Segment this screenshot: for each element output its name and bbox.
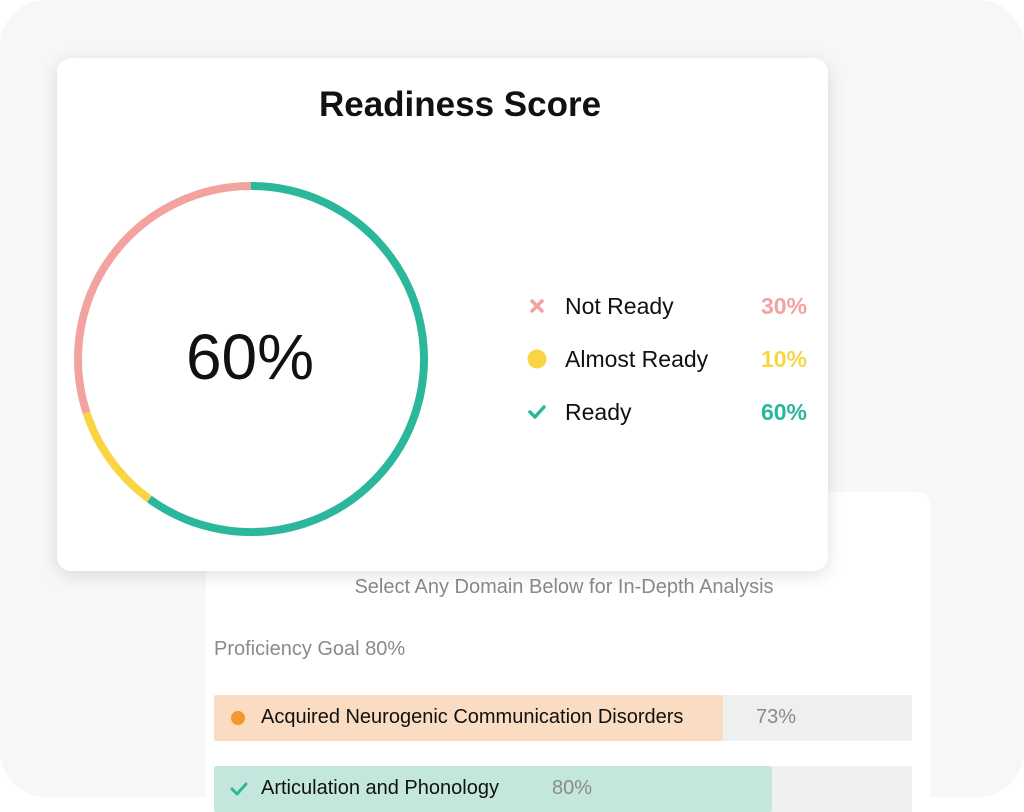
- x-icon: [527, 296, 547, 316]
- domain-label: Articulation and Phonology: [261, 777, 499, 799]
- legend-item-ready: Ready 60%: [527, 394, 817, 430]
- legend-item-not-ready: Not Ready 30%: [527, 288, 817, 324]
- domain-row-acquired-neurogenic[interactable]: Acquired Neurogenic Communication Disord…: [214, 695, 912, 741]
- domain-row-articulation-phonology[interactable]: Articulation and Phonology 80%: [214, 766, 912, 812]
- legend-value: 10%: [760, 346, 807, 372]
- donut-segment-not-ready: [74, 182, 252, 414]
- check-icon: [230, 781, 248, 797]
- card-title: Readiness Score: [318, 85, 602, 124]
- legend-label: Almost Ready: [565, 346, 709, 372]
- donut-center-value: 60%: [185, 321, 315, 393]
- domain-score: 80%: [552, 777, 593, 799]
- check-icon: [527, 402, 547, 422]
- domain-score: 73%: [756, 706, 797, 728]
- legend-item-almost-ready: Almost Ready 10%: [527, 341, 817, 377]
- proficiency-goal-label: Proficiency Goal 80%: [214, 638, 406, 660]
- donut-segment-ready: [146, 182, 428, 536]
- donut-segment-almost-ready: [82, 411, 152, 503]
- domain-hint: Select Any Domain Below for In-Depth Ana…: [354, 576, 774, 598]
- legend-value: 30%: [760, 293, 807, 319]
- dot-icon: [230, 710, 246, 726]
- domain-bar-fill: [214, 695, 723, 741]
- legend-label: Not Ready: [565, 293, 674, 319]
- readiness-score-card: Readiness Score 60% Not Ready 30% Almost…: [57, 58, 828, 571]
- dot-icon: [527, 349, 547, 369]
- legend-label: Ready: [565, 399, 632, 425]
- legend-value: 60%: [760, 399, 807, 425]
- domain-label: Acquired Neurogenic Communication Disord…: [261, 706, 684, 728]
- readiness-donut-chart: [74, 182, 428, 536]
